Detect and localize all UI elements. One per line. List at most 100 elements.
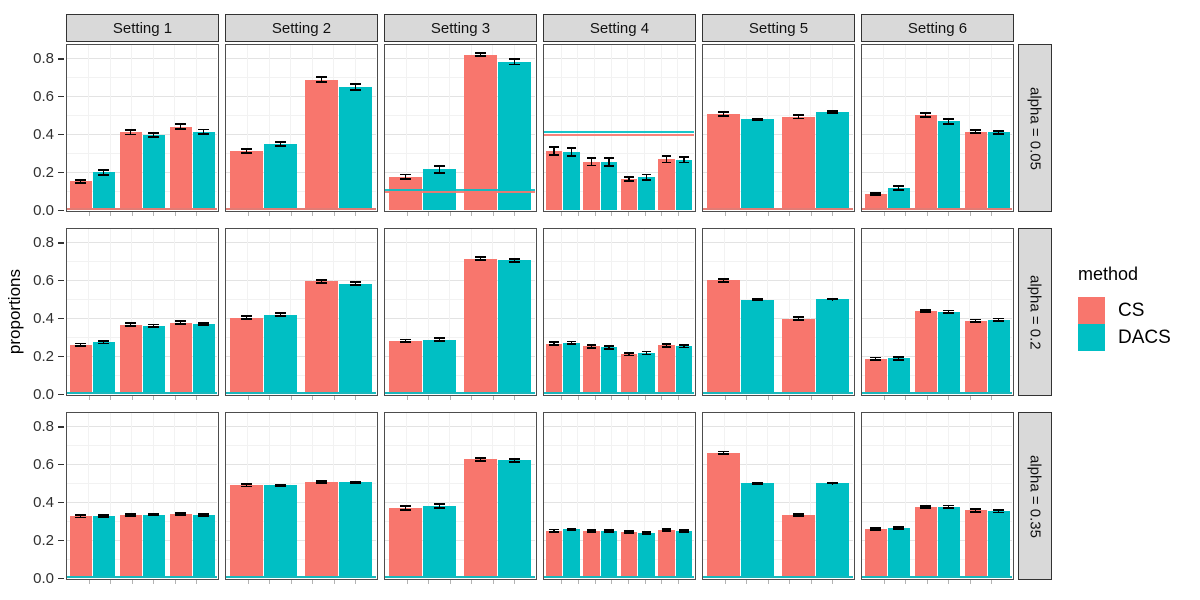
y-tick-label: 0.6: [33, 87, 54, 105]
bar-dacs: [423, 339, 456, 394]
error-bar-cap: [586, 529, 597, 532]
gridline-minor: [544, 337, 694, 339]
error-bar-cap: [893, 358, 904, 361]
gridline-vertical: [88, 229, 90, 394]
x-tick-mark: [131, 212, 133, 216]
error-bar-cap: [870, 527, 881, 530]
bar-cs: [707, 452, 740, 578]
error-bar-cap: [624, 351, 634, 354]
error-bar-cap: [624, 531, 634, 534]
x-tick-mark: [269, 396, 271, 400]
bar-dacs: [92, 172, 115, 210]
gridline-minor: [385, 337, 535, 339]
error-bar-line: [354, 84, 357, 90]
x-tick-mark: [832, 396, 834, 400]
gridline-minor: [226, 261, 376, 263]
error-bar-line: [479, 53, 482, 57]
error-bar-cap: [943, 118, 954, 121]
gridline-vertical: [560, 45, 562, 210]
error-bar-cap: [549, 341, 559, 343]
y-tick-label: 0.4: [33, 493, 54, 511]
error-bar-cap: [241, 315, 252, 317]
gridline-vertical: [109, 413, 111, 578]
error-bar-cap: [148, 131, 159, 134]
error-bar-cap: [604, 528, 614, 531]
x-tick-mark: [677, 580, 679, 584]
bar-cs: [782, 116, 815, 210]
error-bar-cap: [993, 129, 1004, 132]
error-bar-cap: [993, 132, 1004, 135]
error-bar-cap: [718, 115, 729, 118]
error-bar-cap: [475, 52, 486, 55]
error-bar-cap: [970, 132, 981, 135]
bar-cs: [964, 131, 987, 210]
legend-item-cs: CS: [1078, 297, 1171, 324]
error-bar-line: [513, 459, 516, 462]
gridline-minor: [862, 337, 1012, 339]
error-bar-cap: [434, 339, 445, 342]
gridline-vertical: [677, 45, 679, 210]
error-bar-cap: [993, 317, 1004, 320]
x-tick-mark: [561, 212, 563, 216]
gridline-minor: [862, 115, 1012, 117]
bar-cs: [583, 161, 600, 210]
x-tick-mark: [611, 212, 613, 216]
error-bar-cap: [566, 527, 577, 530]
error-bar-cap: [148, 514, 159, 517]
x-tick-mark: [905, 396, 907, 400]
bar-dacs: [741, 483, 774, 578]
y-tick-mark: [58, 95, 64, 98]
bar-dacs: [92, 342, 115, 394]
y-tick-label: 0.2: [33, 347, 54, 365]
x-tick-mark: [724, 212, 726, 216]
gridline-major: [67, 502, 217, 504]
gridline-major: [544, 502, 694, 504]
x-tick-mark: [832, 580, 834, 584]
gridline-major: [703, 356, 853, 358]
error-bar-cap: [943, 122, 954, 125]
gridline-major: [226, 96, 376, 98]
x-tick-mark: [644, 580, 646, 584]
gridline-major: [385, 540, 535, 542]
y-tick-mark: [58, 133, 64, 136]
error-bar-cap: [566, 529, 577, 532]
error-bar-line: [924, 113, 927, 118]
gridline-minor: [385, 483, 535, 485]
y-tick-mark: [58, 393, 64, 396]
panel-setting3-alpha=0.05: [384, 44, 537, 212]
bar-cs: [620, 531, 638, 578]
gridline-vertical: [883, 413, 885, 578]
gridline-vertical: [610, 229, 612, 394]
error-bar-line: [608, 345, 610, 349]
error-bar-line: [479, 457, 482, 461]
gridline-vertical: [947, 413, 949, 578]
y-tick-mark: [58, 58, 64, 60]
gridline-minor: [544, 77, 694, 79]
gridline-vertical: [247, 229, 249, 394]
reference-line-dacs: [703, 391, 853, 394]
bar-cs: [914, 115, 937, 210]
gridline-vertical: [152, 229, 154, 394]
error-bar-line: [628, 352, 630, 356]
gridline-minor: [862, 375, 1012, 377]
gridline-vertical: [152, 45, 154, 210]
bar-cs: [658, 159, 675, 210]
error-bar-cap: [970, 321, 981, 324]
gridline-vertical: [969, 229, 971, 394]
error-bar-line: [179, 321, 182, 324]
gridline-major: [67, 464, 217, 466]
gridline-minor: [67, 153, 217, 155]
x-tick-mark: [312, 212, 314, 216]
x-tick-mark: [577, 212, 579, 216]
error-bar-line: [874, 528, 877, 531]
bar-cs: [69, 181, 92, 210]
gridline-vertical: [109, 229, 111, 394]
bar-cs: [658, 345, 675, 394]
reference-line-dacs: [544, 391, 694, 394]
error-bar-cap: [75, 514, 86, 517]
gridline-major: [862, 58, 1012, 60]
error-bar-cap: [970, 508, 981, 510]
error-bar-cap: [661, 345, 672, 348]
gridline-vertical: [449, 229, 451, 394]
gridline-major: [862, 172, 1012, 174]
